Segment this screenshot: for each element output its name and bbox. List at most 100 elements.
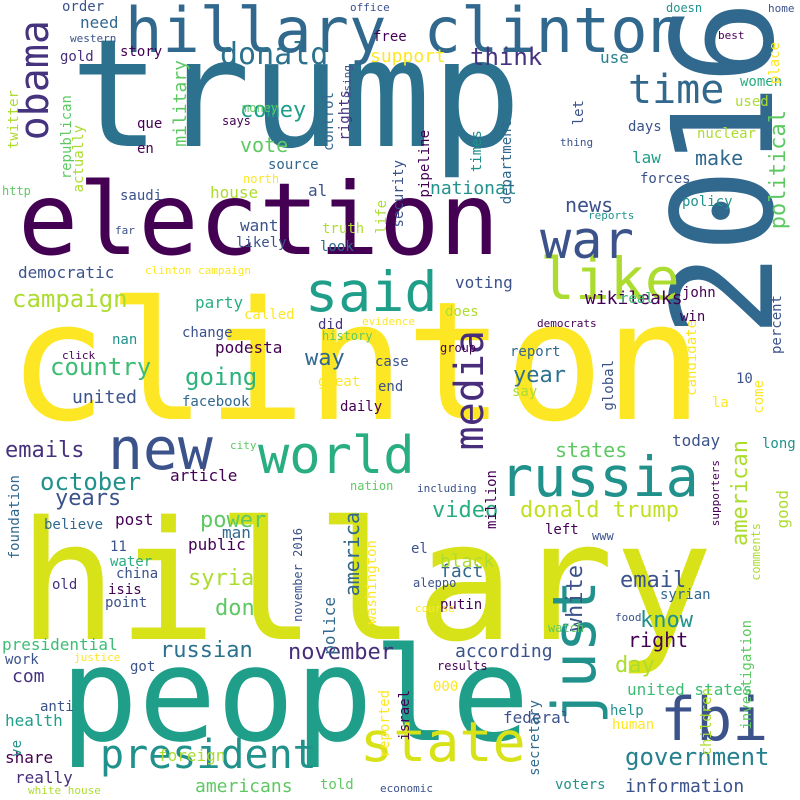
word-says: says (222, 114, 251, 128)
word-got: got (130, 659, 156, 675)
word-emails: emails (5, 438, 85, 463)
word-support: support (370, 46, 446, 67)
word-doesn: doesn (666, 1, 703, 15)
word-new: new (108, 415, 213, 483)
word-let: let (571, 100, 587, 126)
word-actually: actually (71, 125, 87, 193)
word-twitter: twitter (6, 90, 22, 150)
word-point: point (105, 595, 148, 611)
word-order: order (62, 0, 105, 15)
word-000: 000 (433, 679, 459, 695)
word-supporters: supporters (709, 460, 722, 527)
word-using: using (341, 65, 354, 99)
word-article: article (170, 466, 238, 485)
word-foundation: foundation (7, 475, 23, 560)
word-email: email (620, 568, 687, 593)
word-isis: isis (108, 582, 142, 598)
word-time: time (628, 67, 725, 113)
word-democratic: democratic (18, 263, 115, 282)
word-old: old (52, 577, 78, 593)
word-western: western (70, 32, 117, 45)
word-did: did (318, 317, 344, 333)
word-human: human (612, 717, 655, 733)
word-black: black (440, 551, 495, 572)
word-home: home (768, 2, 795, 15)
word-election: election (18, 161, 500, 278)
word-times: times (469, 130, 485, 173)
word-today: today (672, 431, 721, 450)
word-likely: likely (236, 235, 287, 251)
word-country: country (50, 353, 152, 381)
word-food: food (615, 611, 642, 624)
word-ve: ve (9, 740, 25, 757)
word-left: left (545, 522, 579, 538)
word-place: place (767, 42, 783, 85)
word-win: win (680, 309, 706, 325)
word-end: end (378, 379, 404, 395)
word-president: president (100, 732, 317, 778)
word-syria: syria (188, 566, 255, 591)
word-presidential: presidential (2, 635, 118, 654)
word-security: security (391, 160, 407, 228)
word-foreign: foreign (158, 746, 226, 765)
word-en: en (137, 141, 154, 157)
word-like: like (540, 245, 680, 313)
word-justice: justice (74, 651, 121, 664)
word-la: la (712, 395, 729, 411)
word-nan: nan (112, 332, 138, 348)
word-global: global (601, 360, 617, 411)
word-including: including (417, 482, 477, 495)
word-national: national (430, 178, 517, 199)
word-comey: comey (240, 98, 307, 123)
word-military: military (170, 60, 191, 147)
word-report: report (510, 344, 561, 360)
word-fbi: fbi (660, 685, 769, 755)
word-al: al (308, 181, 328, 200)
word-saudi: saudi (120, 188, 163, 204)
word-washington: washington (364, 540, 380, 625)
word-post: post (115, 510, 154, 529)
word-news: news (565, 193, 614, 217)
word-clinton: clinton (8, 266, 704, 458)
word-10: 10 (736, 371, 753, 387)
word-clinton-campaign: clinton campaign (145, 264, 251, 277)
word-government: government (625, 743, 770, 771)
word-look: look (320, 239, 354, 255)
word-hillary-clinton: hillary clinton (125, 0, 685, 67)
word-white-house: white house (28, 784, 101, 797)
word-november: november (288, 640, 394, 665)
word-law: law (632, 148, 661, 167)
word-facebook: facebook (182, 394, 250, 410)
word-don: don (215, 596, 255, 621)
word-video: video (432, 498, 499, 523)
word-police: police (320, 597, 339, 655)
word-secretary: secretary (527, 700, 543, 776)
word-house: house (210, 183, 259, 202)
word-www: www (592, 529, 614, 543)
word-nation: nation (350, 479, 394, 493)
word-really: really (15, 768, 73, 787)
word-political: political (766, 110, 791, 230)
word-good: good (773, 490, 792, 529)
word-days: days (628, 119, 662, 135)
word-russia: russia (500, 445, 699, 509)
word-war: war (540, 211, 634, 271)
word-united: united (72, 387, 138, 408)
word-power: power (200, 508, 267, 533)
word-reported: reported (377, 690, 393, 758)
word-money: money (242, 101, 279, 115)
word-think: think (470, 43, 543, 71)
word-health: health (5, 711, 63, 730)
word-october: october (40, 468, 142, 496)
word-nuclear: nuclear (697, 126, 757, 142)
word-reports: reports (588, 209, 635, 222)
word-results: results (437, 659, 488, 673)
word-daily: daily (340, 399, 383, 415)
word-group: group (440, 341, 477, 355)
word-told: told (320, 777, 354, 793)
word-office: office (350, 1, 390, 14)
word-case: case (375, 354, 409, 370)
word-north: north (243, 172, 280, 186)
word-far: far (115, 224, 135, 237)
word-que: que (137, 116, 163, 132)
